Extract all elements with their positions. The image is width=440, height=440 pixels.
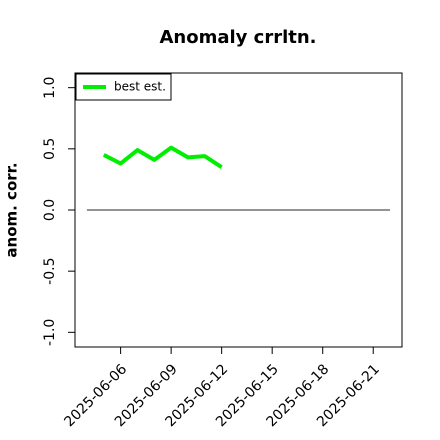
y-tick-label: -0.5 bbox=[42, 257, 58, 284]
chart-title: Anomaly crrltn. bbox=[159, 27, 316, 48]
y-tick-label: 1.0 bbox=[42, 77, 58, 99]
y-tick-label: -1.0 bbox=[42, 319, 58, 346]
data-line bbox=[102, 145, 223, 169]
y-tick-label: 0.5 bbox=[42, 138, 58, 160]
legend-label: best est. bbox=[114, 80, 166, 94]
y-axis-label: anom. corr. bbox=[3, 162, 21, 257]
y-tick-label: 0.0 bbox=[42, 199, 58, 221]
